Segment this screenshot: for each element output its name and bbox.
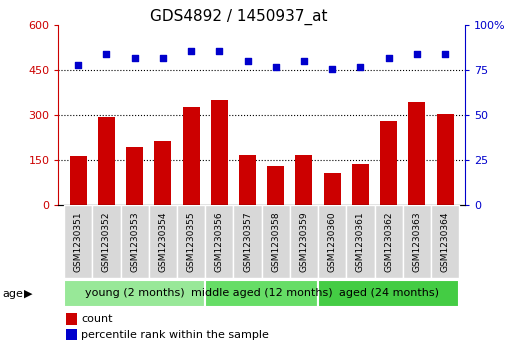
Text: GSM1230356: GSM1230356 bbox=[215, 211, 224, 272]
Bar bbox=[374, 205, 403, 278]
Bar bbox=[126, 147, 143, 205]
Bar bbox=[64, 280, 205, 307]
Bar bbox=[346, 205, 374, 278]
Text: GSM1230355: GSM1230355 bbox=[186, 211, 196, 272]
Bar bbox=[431, 205, 459, 278]
Text: GDS4892 / 1450937_at: GDS4892 / 1450937_at bbox=[150, 9, 328, 25]
Point bbox=[356, 64, 364, 70]
Bar bbox=[239, 155, 256, 205]
Bar bbox=[211, 100, 228, 205]
Bar bbox=[177, 205, 205, 278]
Point bbox=[74, 62, 82, 68]
Bar bbox=[70, 156, 87, 205]
Point bbox=[272, 64, 280, 70]
Text: GSM1230351: GSM1230351 bbox=[74, 211, 83, 272]
Text: percentile rank within the sample: percentile rank within the sample bbox=[81, 330, 269, 340]
Bar bbox=[267, 166, 284, 205]
Bar bbox=[182, 107, 200, 205]
Text: count: count bbox=[81, 314, 113, 324]
Text: ▶: ▶ bbox=[24, 289, 33, 299]
Bar bbox=[149, 205, 177, 278]
Point bbox=[328, 66, 336, 72]
Text: GSM1230352: GSM1230352 bbox=[102, 211, 111, 272]
Text: GSM1230357: GSM1230357 bbox=[243, 211, 252, 272]
Point bbox=[102, 51, 110, 57]
Text: GSM1230353: GSM1230353 bbox=[130, 211, 139, 272]
Bar bbox=[380, 121, 397, 205]
Bar bbox=[408, 102, 425, 205]
Text: GSM1230364: GSM1230364 bbox=[440, 211, 450, 272]
Text: GSM1230360: GSM1230360 bbox=[328, 211, 337, 272]
Bar bbox=[205, 280, 318, 307]
Point bbox=[300, 58, 308, 64]
Point bbox=[159, 55, 167, 61]
Text: age: age bbox=[3, 289, 23, 299]
Text: GSM1230361: GSM1230361 bbox=[356, 211, 365, 272]
Point bbox=[243, 58, 251, 64]
Bar bbox=[352, 164, 369, 205]
Bar bbox=[324, 173, 341, 205]
Point bbox=[187, 48, 195, 53]
Bar bbox=[233, 205, 262, 278]
Bar bbox=[318, 205, 346, 278]
Bar bbox=[205, 205, 233, 278]
Bar bbox=[154, 141, 171, 205]
Text: young (2 months): young (2 months) bbox=[85, 288, 184, 298]
Point bbox=[131, 55, 139, 61]
Text: GSM1230359: GSM1230359 bbox=[299, 211, 308, 272]
Point bbox=[385, 55, 393, 61]
Bar bbox=[92, 205, 120, 278]
Text: GSM1230354: GSM1230354 bbox=[158, 211, 167, 272]
Bar bbox=[403, 205, 431, 278]
Text: GSM1230358: GSM1230358 bbox=[271, 211, 280, 272]
Text: aged (24 months): aged (24 months) bbox=[339, 288, 438, 298]
Bar bbox=[64, 205, 92, 278]
Text: GSM1230363: GSM1230363 bbox=[412, 211, 421, 272]
Bar bbox=[262, 205, 290, 278]
Bar bbox=[318, 280, 459, 307]
Point bbox=[441, 51, 449, 57]
Text: GSM1230362: GSM1230362 bbox=[384, 211, 393, 272]
Point bbox=[215, 48, 224, 53]
Bar bbox=[290, 205, 318, 278]
Point bbox=[413, 51, 421, 57]
Bar bbox=[120, 205, 149, 278]
Text: middle aged (12 months): middle aged (12 months) bbox=[191, 288, 332, 298]
Bar bbox=[98, 117, 115, 205]
Bar bbox=[436, 114, 454, 205]
Bar bbox=[296, 155, 312, 205]
